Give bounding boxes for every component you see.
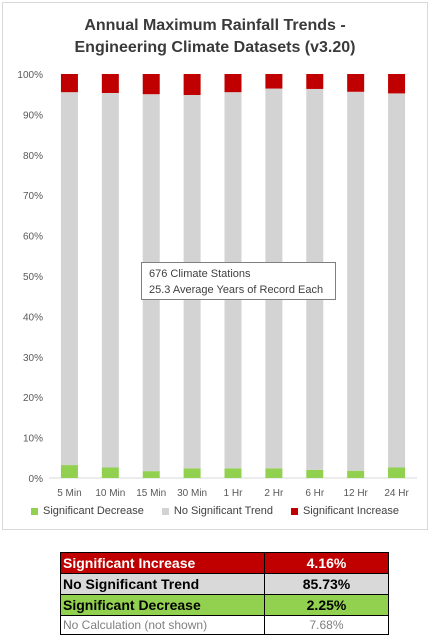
bar-segment-significant-decrease: [388, 467, 406, 478]
chart-title: Annual Maximum Rainfall Trends - Enginee…: [3, 15, 427, 59]
bar-segment-significant-decrease: [60, 465, 78, 478]
y-tick-label: 60%: [23, 232, 43, 243]
bar-segment-significant-decrease: [224, 468, 242, 478]
chart-title-line-1: Annual Maximum Rainfall Trends -: [84, 17, 346, 34]
bar-segment-significant-increase: [306, 74, 324, 89]
bar-segment-significant-decrease: [306, 469, 324, 478]
x-tick-label: 5 Min: [57, 488, 81, 499]
x-tick-label: 15 Min: [136, 488, 166, 499]
bar-segment-no-significant-trend: [101, 92, 119, 468]
legend-item-significant-increase: Significant Increase: [290, 505, 399, 517]
legend-swatch-increase: [290, 507, 298, 515]
summary-value: 4.16%: [264, 552, 389, 574]
legend-label-no-trend: No Significant Trend: [173, 505, 273, 517]
legend-label-increase: Significant Increase: [302, 505, 399, 517]
y-tick-label: 40%: [23, 312, 43, 323]
y-tick-label: 90%: [23, 110, 43, 121]
bar-segment-significant-decrease: [142, 471, 160, 478]
y-tick-label: 70%: [23, 191, 43, 202]
summary-label: No Calculation (not shown): [60, 615, 265, 635]
bar-segment-significant-decrease: [101, 467, 119, 478]
bar-segment-significant-increase: [388, 74, 406, 94]
bar-segment-significant-decrease: [183, 468, 201, 478]
bar-segment-significant-decrease: [265, 468, 283, 478]
legend-label-decrease: Significant Decrease: [43, 505, 144, 517]
bar-segment-significant-increase: [224, 74, 242, 93]
x-tick-label: 30 Min: [177, 488, 207, 499]
bar-segment-significant-decrease: [347, 470, 365, 478]
legend-swatch-decrease: [31, 507, 39, 515]
annotation-line-1: 676 Climate Stations: [149, 268, 251, 280]
x-tick-label: 6 Hr: [305, 488, 325, 499]
bar-segment-significant-increase: [183, 74, 201, 96]
bar-segment-no-significant-trend: [60, 92, 78, 466]
bar-segment-significant-increase: [265, 74, 283, 89]
summary-label: No Significant Trend: [60, 573, 265, 595]
y-tick-label: 20%: [23, 393, 43, 404]
summary-label: Significant Decrease: [60, 594, 265, 616]
y-tick-label: 30%: [23, 353, 43, 364]
y-tick-label: 50%: [23, 272, 43, 283]
bar-segment-significant-increase: [142, 74, 160, 95]
y-tick-label: 100%: [17, 70, 43, 81]
summary-value: 7.68%: [264, 615, 389, 635]
bar-segment-significant-increase: [101, 74, 119, 93]
x-tick-label: 10 Min: [95, 488, 125, 499]
chart-title-line-2: Engineering Climate Datasets (v3.20): [74, 39, 356, 56]
y-tick-label: 10%: [23, 434, 43, 445]
x-tick-label: 24 Hr: [384, 488, 409, 499]
chart-area: Annual Maximum Rainfall Trends - Enginee…: [2, 2, 428, 530]
summary-table: Significant Increase 4.16% No Significan…: [60, 552, 389, 635]
bar-segment-no-significant-trend: [347, 91, 365, 471]
summary-value: 2.25%: [264, 594, 389, 616]
x-tick-label: 1 Hr: [224, 488, 244, 499]
x-tick-label: 12 Hr: [343, 488, 368, 499]
annotation-box: 676 Climate Stations 25.3 Average Years …: [141, 262, 336, 300]
bar-segment-significant-increase: [347, 74, 365, 92]
x-tick-label: 2 Hr: [264, 488, 284, 499]
summary-row-increase: Significant Increase 4.16%: [60, 552, 389, 574]
bar-segment-significant-increase: [60, 74, 78, 93]
summary-row-no-calculation: No Calculation (not shown) 7.68%: [60, 615, 389, 635]
legend-item-significant-decrease: Significant Decrease: [31, 505, 144, 517]
bar-segment-no-significant-trend: [388, 93, 406, 468]
summary-value: 85.73%: [264, 573, 389, 595]
legend-swatch-no-trend: [161, 507, 169, 515]
summary-row-decrease: Significant Decrease 2.25%: [60, 594, 389, 616]
y-tick-label: 0%: [29, 474, 44, 485]
legend: Significant Decrease No Significant Tren…: [3, 505, 427, 517]
summary-label: Significant Increase: [60, 552, 265, 574]
annotation-line-2: 25.3 Average Years of Record Each: [149, 284, 324, 296]
summary-row-no-trend: No Significant Trend 85.73%: [60, 573, 389, 595]
y-tick-label: 80%: [23, 151, 43, 162]
legend-item-no-significant-trend: No Significant Trend: [161, 505, 273, 517]
